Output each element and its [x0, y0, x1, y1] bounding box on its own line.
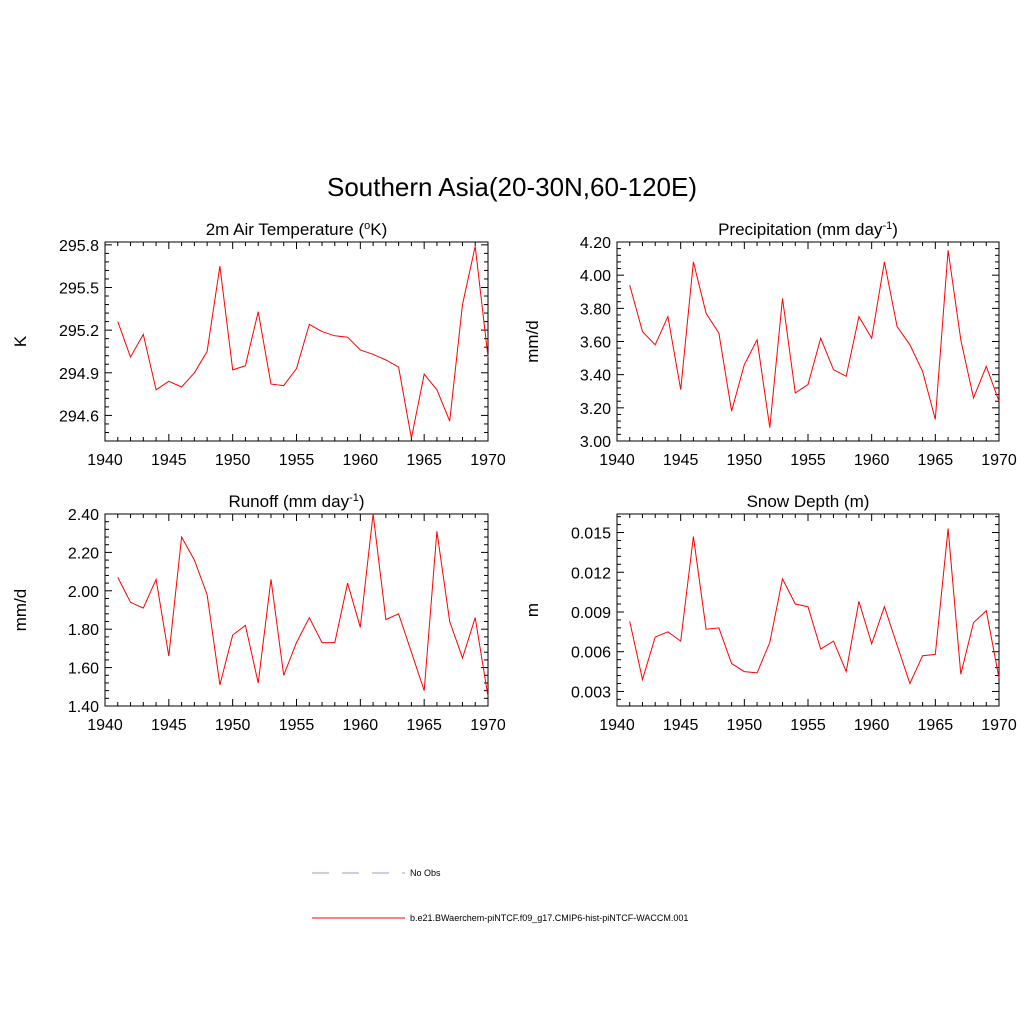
panel-title-text: Snow Depth (m) — [747, 492, 870, 511]
x-tick-label: 1955 — [790, 717, 826, 734]
y-axis-label: K — [11, 335, 30, 347]
chart-panel-2: Precipitation (mm day-1) 1940 1945 1950 1955… — [523, 220, 1017, 469]
legend: No Obs b.e21.BWaerchem-piNTCF.f09_g17.CMI… — [312, 868, 688, 923]
panel-title: Snow Depth (m) — [747, 492, 870, 511]
y-tick-label: 3.00 — [580, 434, 611, 451]
y-tick-label: 4.00 — [580, 268, 611, 285]
y-tick-label: 2.20 — [68, 545, 99, 562]
x-tick-label: 1965 — [918, 452, 954, 469]
legend-entry-2: b.e21.BWaerchem-piNTCF.f09_g17.CMIP6-his… — [312, 913, 688, 923]
y-tick-label: 295.2 — [59, 323, 99, 340]
y-tick-label: 1.60 — [68, 661, 99, 678]
x-tick-label: 1950 — [727, 717, 763, 734]
figure-title: Southern Asia(20-30N,60-120E) — [327, 172, 697, 202]
x-tick-label: 1955 — [279, 452, 315, 469]
x-tick-label: 1955 — [279, 717, 315, 734]
x-tick-label: 1950 — [215, 452, 251, 469]
y-tick-label: 294.9 — [59, 366, 99, 383]
plot-frame — [616, 241, 1000, 442]
x-tick-label: 1940 — [599, 717, 635, 734]
x-tick-label: 1950 — [727, 452, 763, 469]
x-tick-label: 1970 — [470, 717, 506, 734]
plot-frame — [104, 241, 489, 442]
panel-title-suffix: ) — [359, 492, 365, 511]
y-tick-label: 3.20 — [580, 401, 611, 418]
y-tick-label: 2.40 — [68, 507, 99, 524]
y-tick-label: 0.003 — [571, 684, 611, 701]
legend-label: b.e21.BWaerchem-piNTCF.f09_g17.CMIP6-his… — [410, 913, 688, 923]
y-tick-label: 3.40 — [580, 368, 611, 385]
x-tick-label: 1950 — [215, 717, 251, 734]
panel-title-suffix: ) — [892, 220, 898, 239]
x-tick-label: 1965 — [406, 717, 442, 734]
legend-label: No Obs — [410, 868, 441, 878]
series-line — [629, 528, 1000, 685]
plot-frame — [616, 513, 1000, 707]
legend-entry-1: No Obs — [312, 868, 441, 878]
x-tick-label: 1955 — [790, 452, 826, 469]
y-tick-label: 0.009 — [571, 605, 611, 622]
x-tick-label: 1970 — [470, 452, 506, 469]
x-tick-label: 1965 — [918, 717, 954, 734]
x-tick-label: 1940 — [87, 452, 123, 469]
y-tick-label: 2.00 — [68, 584, 99, 601]
x-tick-label: 1945 — [663, 452, 699, 469]
x-tick-label: 1960 — [343, 452, 379, 469]
x-tick-label: 1965 — [406, 452, 442, 469]
x-tick-label: 1970 — [981, 452, 1017, 469]
x-tick-label: 1960 — [854, 452, 890, 469]
series-line — [117, 513, 489, 697]
panel-title-superscript: o — [364, 220, 370, 232]
y-tick-label: 295.5 — [59, 280, 99, 297]
panel-title-superscript: -1 — [882, 220, 892, 232]
y-tick-label: 0.012 — [571, 565, 611, 582]
panel-title: Runoff (mm day-1) — [228, 492, 364, 511]
panel-title-text: Runoff (mm day — [228, 492, 349, 511]
panel-group: 2m Air Temperature (oK)1940 1945 1950 1955 1… — [11, 220, 1017, 734]
chart-panel-4: Snow Depth (m) 1940 1945 1950 1955 1960 1965 19… — [523, 492, 1017, 734]
x-tick-label: 1940 — [87, 717, 123, 734]
y-tick-label: 3.60 — [580, 335, 611, 352]
y-tick-label: 1.40 — [68, 699, 99, 716]
y-tick-label: 1.80 — [68, 622, 99, 639]
x-tick-label: 1960 — [343, 717, 379, 734]
chart-panel-1: 2m Air Temperature (oK) 1940 1945 1950 1955 1… — [11, 220, 506, 469]
series-line — [117, 246, 489, 439]
y-tick-label: 0.006 — [571, 645, 611, 662]
panel-title-text: Precipitation (mm day — [718, 220, 883, 239]
x-tick-label: 1945 — [151, 717, 187, 734]
panel-title-suffix: K) — [370, 220, 387, 239]
y-tick-label: 0.015 — [571, 526, 611, 543]
y-axis-label: mm/d — [523, 320, 542, 363]
y-axis-label: mm/d — [11, 589, 30, 632]
panel-title: 2m Air Temperature (oK) — [206, 220, 388, 239]
series-line — [629, 250, 1000, 428]
panel-title-text: 2m Air Temperature ( — [206, 220, 365, 239]
chart-panel-3: Runoff (mm day-1) 1940 1945 1950 1955 1960 196… — [11, 492, 506, 734]
x-tick-label: 1960 — [854, 717, 890, 734]
y-tick-label: 294.6 — [59, 408, 99, 425]
x-tick-label: 1940 — [599, 452, 635, 469]
y-tick-label: 4.20 — [580, 235, 611, 252]
y-axis-label: m — [523, 603, 542, 617]
x-tick-label: 1970 — [981, 717, 1017, 734]
y-tick-label: 295.8 — [59, 238, 99, 255]
y-tick-label: 3.80 — [580, 301, 611, 318]
panel-title: Precipitation (mm day-1) — [718, 220, 898, 239]
x-tick-label: 1945 — [663, 717, 699, 734]
x-tick-label: 1945 — [151, 452, 187, 469]
panel-title-superscript: -1 — [349, 492, 359, 504]
